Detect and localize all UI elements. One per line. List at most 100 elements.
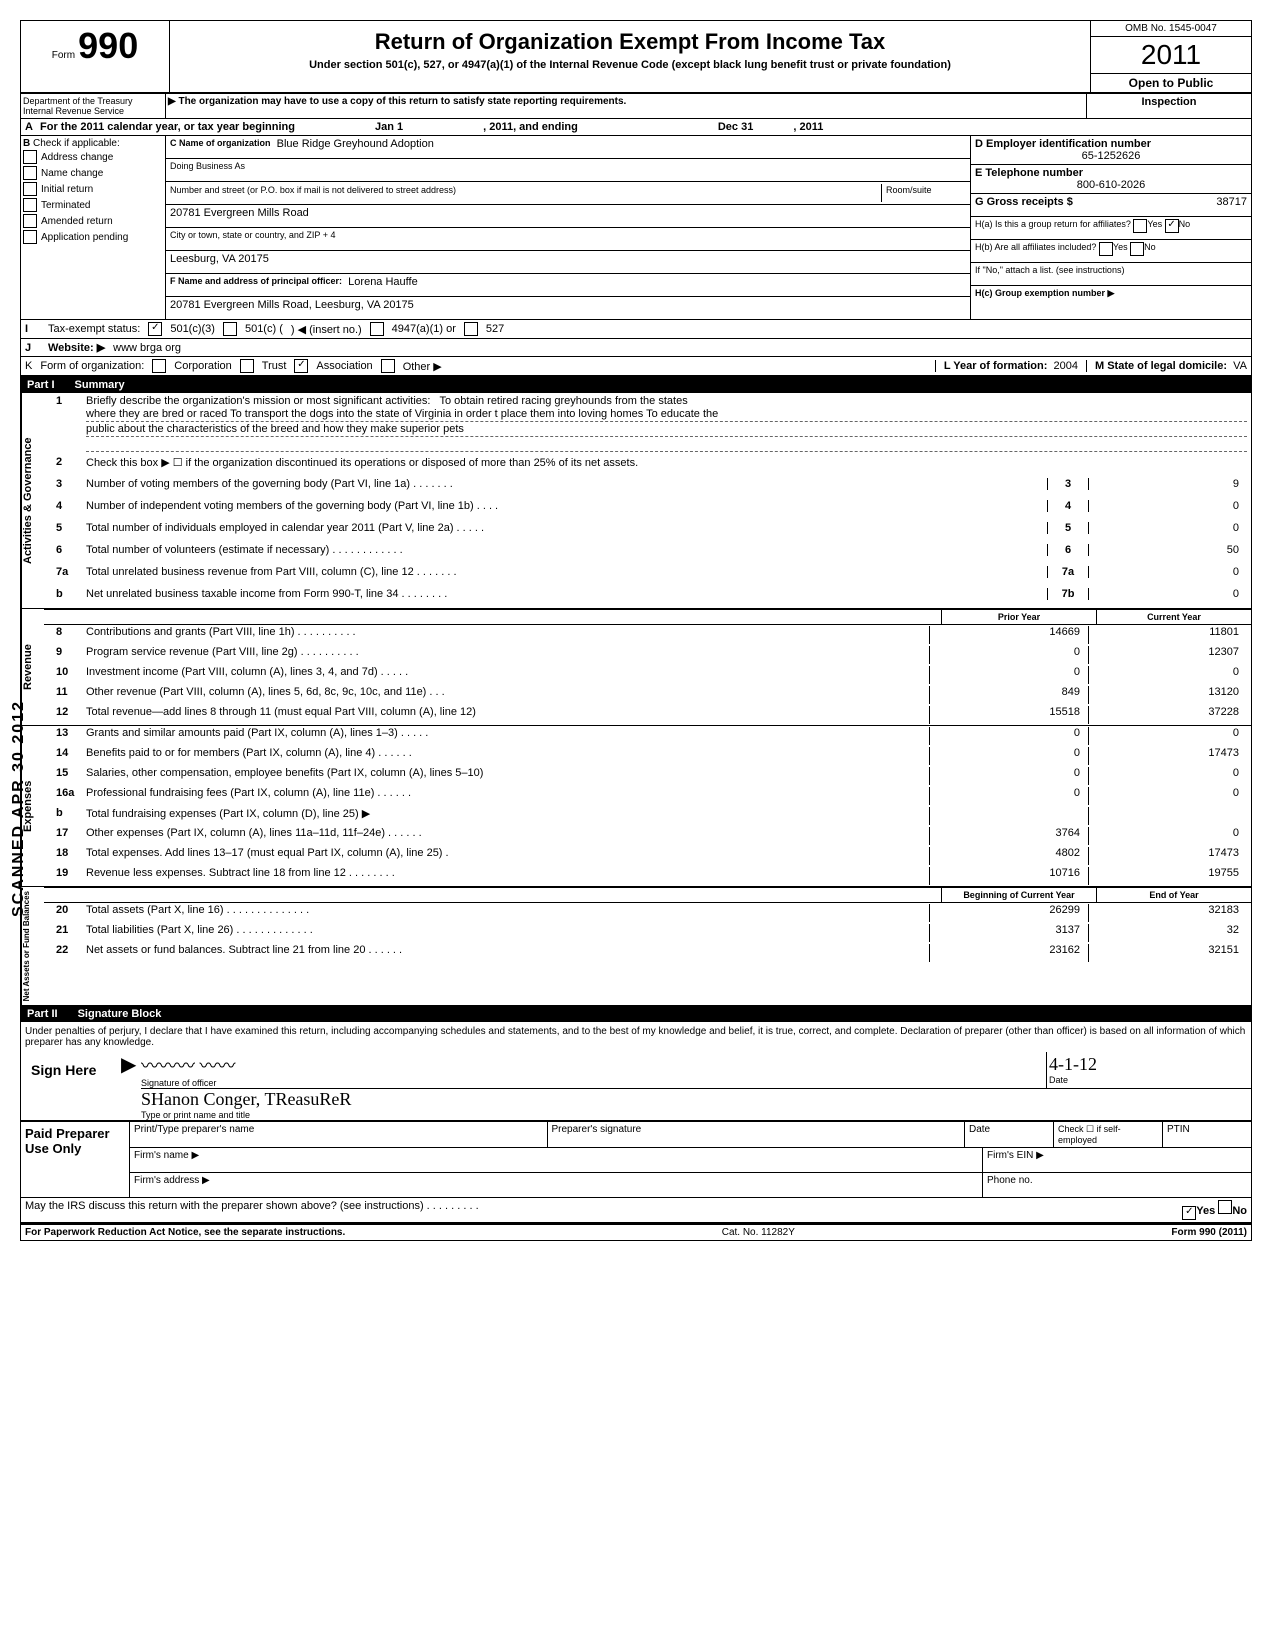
phone-label: Phone no. [983, 1173, 1251, 1197]
firm-addr-label: Firm's address ▶ [130, 1173, 983, 1197]
section-b: B Check if applicable: Address change Na… [21, 136, 1251, 320]
expenses-label: Expenses [21, 726, 44, 886]
rev-line-10: 10Investment income (Part VIII, column (… [44, 665, 1251, 685]
c-label: C Name of organization [170, 138, 271, 148]
label-b: B [23, 138, 30, 149]
d-label: D Employer identification number [975, 138, 1247, 150]
cb-corp[interactable] [152, 359, 166, 373]
gov-line-b: bNet unrelated business taxable income f… [44, 586, 1251, 608]
opt-other: Other ▶ [403, 360, 442, 373]
exp-line-18: 18Total expenses. Add lines 13–17 (must … [44, 846, 1251, 866]
label-i: I [25, 323, 40, 335]
irs-no: No [1232, 1205, 1247, 1217]
cb-assoc[interactable]: ✓ [294, 359, 308, 373]
line2-text: Check this box ▶ ☐ if the organization d… [86, 456, 1247, 469]
ein-value: 65-1252626 [975, 150, 1247, 162]
prep-sig-label: Preparer's signature [548, 1122, 966, 1147]
hb-yes: Yes [1113, 242, 1128, 260]
cb-terminated[interactable]: Terminated [23, 197, 163, 213]
prior-year-header: Prior Year [941, 610, 1096, 624]
revenue-label: Revenue [21, 609, 44, 725]
cb-initial-return-label: Initial return [41, 184, 93, 195]
dept-row: Department of the Treasury Internal Reve… [21, 94, 1251, 119]
opt-corp: Corporation [174, 360, 231, 372]
sign-here-label: Sign Here [21, 1052, 121, 1120]
hc-label: H(c) Group exemption number ▶ [975, 288, 1114, 306]
ha-yes-cb[interactable] [1133, 219, 1147, 233]
hb-yes-cb[interactable] [1099, 242, 1113, 256]
form-version: Form 990 (2011) [1171, 1227, 1247, 1238]
form-subtitle: Under section 501(c), 527, or 4947(a)(1)… [174, 59, 1086, 71]
check-if-label: Check if applicable: [33, 138, 120, 149]
cb-address-change-label: Address change [41, 152, 113, 163]
dba-label: Doing Business As [170, 161, 245, 179]
cb-527[interactable] [464, 322, 478, 336]
cb-name-change-label: Name change [41, 168, 103, 179]
ha-no: No [1179, 219, 1191, 237]
end-date: Dec 31 [718, 121, 753, 133]
exp-line-b: bTotal fundraising expenses (Part IX, co… [44, 806, 1251, 826]
year-prefix: , 20 [793, 121, 811, 133]
opt-527: 527 [486, 323, 504, 335]
begin-date: Jan 1 [375, 121, 403, 133]
exp-line-15: 15Salaries, other compensation, employee… [44, 766, 1251, 786]
gov-line-7a: 7aTotal unrelated business revenue from … [44, 564, 1251, 586]
cb-other[interactable] [381, 359, 395, 373]
row-i: I Tax-exempt status: ✓501(c)(3) 501(c) (… [21, 320, 1251, 339]
cb-address-change[interactable]: Address change [23, 149, 163, 165]
governance-section: Activities & Governance 1 Briefly descri… [21, 393, 1251, 609]
irs-yes-cb[interactable]: ✓ [1182, 1206, 1196, 1220]
prep-name-label: Print/Type preparer's name [130, 1122, 548, 1147]
row-j: J Website: ▶ www brga org [21, 339, 1251, 357]
cb-trust[interactable] [240, 359, 254, 373]
city-value: Leesburg, VA 20175 [170, 253, 269, 271]
opt-trust: Trust [262, 360, 287, 372]
cb-initial-return[interactable]: Initial return [23, 181, 163, 197]
perjury-text: Under penalties of perjury, I declare th… [21, 1022, 1251, 1052]
tax-exempt-label: Tax-exempt status: [48, 323, 140, 335]
addr-label: Number and street (or P.O. box if mail i… [170, 185, 456, 195]
revenue-section: Revenue Prior Year Current Year 8Contrib… [21, 609, 1251, 726]
hb-no-cb[interactable] [1130, 242, 1144, 256]
gov-line-5: 5Total number of individuals employed in… [44, 520, 1251, 542]
hb-note: If "No," attach a list. (see instruction… [975, 265, 1124, 283]
firm-name-label: Firm's name ▶ [130, 1148, 983, 1172]
check-self-emp: Check ☐ if self-employed [1054, 1122, 1163, 1147]
hb-label: H(b) Are all affiliates included? [975, 242, 1096, 260]
cb-amended[interactable]: Amended return [23, 213, 163, 229]
exp-line-13: 13Grants and similar amounts paid (Part … [44, 726, 1251, 746]
irs-no-cb[interactable] [1218, 1200, 1232, 1214]
cb-name-change[interactable]: Name change [23, 165, 163, 181]
paperwork-notice: For Paperwork Reduction Act Notice, see … [25, 1227, 345, 1238]
form-990-container: Form 990 Return of Organization Exempt F… [20, 20, 1252, 1241]
website-label: Website: ▶ [48, 341, 105, 354]
label-j: J [25, 342, 40, 354]
state-note: ▶ The organization may have to use a cop… [166, 94, 1086, 118]
mission-line1: To obtain retired racing greyhounds from… [439, 395, 687, 407]
cb-pending[interactable]: Application pending [23, 229, 163, 245]
cb-501c[interactable] [223, 322, 237, 336]
cb-501c3[interactable]: ✓ [148, 322, 162, 336]
governance-label: Activities & Governance [21, 393, 44, 608]
year-suffix: 11 [812, 121, 824, 133]
begin-year-header: Beginning of Current Year [941, 888, 1096, 902]
exp-line-19: 19Revenue less expenses. Subtract line 1… [44, 866, 1251, 886]
rev-line-9: 9Program service revenue (Part VIII, lin… [44, 645, 1251, 665]
opt-assoc: Association [316, 360, 372, 372]
line1-num: 1 [48, 395, 86, 407]
m-label: M State of legal domicile: [1095, 360, 1227, 372]
gov-line-4: 4Number of independent voting members of… [44, 498, 1251, 520]
opt-501c: 501(c) ( [245, 323, 283, 335]
part2-label: Part II [27, 1008, 58, 1020]
ha-label: H(a) Is this a group return for affiliat… [975, 219, 1131, 237]
phone-value: 800-610-2026 [975, 179, 1247, 191]
ha-no-cb[interactable]: ✓ [1165, 219, 1179, 233]
sig-officer-label: Signature of officer [141, 1078, 1046, 1088]
part1-title: Summary [75, 379, 125, 391]
officer-address: 20781 Evergreen Mills Road, Leesburg, VA… [170, 299, 414, 317]
ptin-label: PTIN [1163, 1122, 1251, 1147]
street-address: 20781 Evergreen Mills Road [170, 207, 309, 225]
cb-4947[interactable] [370, 322, 384, 336]
dept-treasury: Department of the Treasury [23, 96, 163, 106]
date-label: Date [1049, 1075, 1249, 1085]
